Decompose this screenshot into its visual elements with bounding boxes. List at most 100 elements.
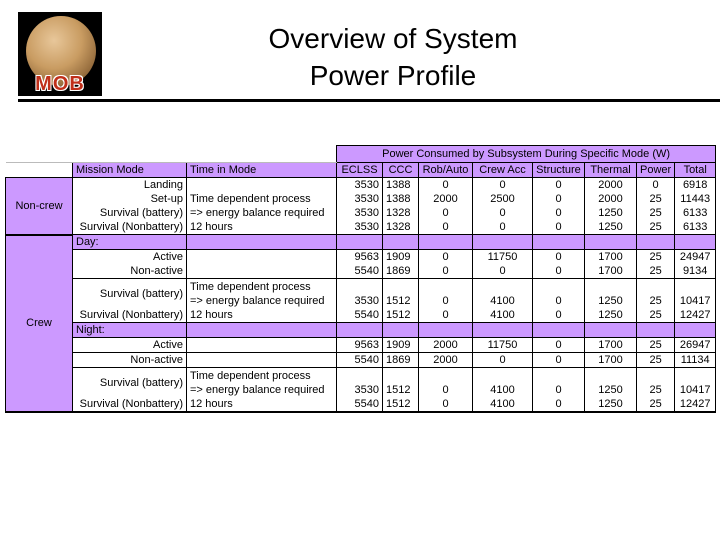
value-thermal: 1700: [584, 249, 637, 264]
value-total: 6133: [674, 206, 717, 220]
column-header: Power: [635, 162, 676, 178]
value-crewacc: 4100: [472, 367, 533, 397]
mission-mode: Survival (Nonbattery): [72, 397, 187, 413]
value-robauto: 0: [418, 278, 473, 308]
mission-mode: Landing: [72, 177, 187, 192]
blank-cell: [418, 322, 473, 338]
value-robauto: 0: [418, 177, 473, 192]
time-in-mode: 12 hours: [186, 220, 337, 235]
value-power: 25: [635, 206, 676, 220]
logo-text: MOB: [35, 73, 85, 95]
blank-cell: [635, 234, 676, 250]
value-robauto: 0: [418, 264, 473, 279]
column-header: Mission Mode: [72, 162, 187, 178]
night-section-label: Night:: [72, 322, 187, 338]
value-ccc: 1909: [382, 337, 419, 353]
blank-cell: [418, 234, 473, 250]
value-thermal: 1250: [584, 397, 637, 413]
column-header: Total: [674, 162, 717, 178]
value-power: 25: [635, 308, 676, 323]
value-total: 9134: [674, 264, 717, 279]
blank-cell: [472, 322, 533, 338]
time-in-mode: 12 hours: [186, 397, 337, 413]
table-row: Set-up Time dependent process 3530 1388 2000…: [6, 192, 717, 206]
value-crewacc: 0: [472, 206, 533, 220]
value-ccc: 1328: [382, 206, 419, 220]
table-row: Survival (Nonbattery) 12 hours 3530 1328 0 0 0…: [6, 220, 717, 235]
mission-mode: Survival (Nonbattery): [72, 308, 187, 323]
blank-cell: [186, 145, 337, 163]
value-eclss: 5540: [336, 352, 383, 368]
title-divider: [18, 99, 720, 102]
table-row: Non-active 5540 1869 0 0 0 1700 25 9134: [6, 264, 717, 279]
value-structure: 0: [532, 397, 585, 413]
time-line-2: => energy balance required: [190, 383, 325, 396]
value-crewacc: 11750: [472, 249, 533, 264]
blank-cell: [5, 145, 73, 163]
table-row: Survival (Nonbattery) 12 hours 5540 1512 0 41…: [6, 308, 717, 323]
value-robauto: 0: [418, 220, 473, 235]
table-row: Survival (Nonbattery) 12 hours 5540 1512 0 41…: [6, 397, 717, 413]
blank-cell: [674, 322, 717, 338]
value-crewacc: 0: [472, 352, 533, 368]
table-row: Non-active 5540 1869 2000 0 0 1700 25 11134: [6, 352, 717, 368]
blank-cell: [336, 322, 383, 338]
blank-cell: [336, 234, 383, 250]
value-power: 25: [635, 249, 676, 264]
value-thermal: 1700: [584, 352, 637, 368]
table-row: Non-crew Landing 3530 1388 0 0 0 2000 0 6918: [5, 177, 717, 236]
value-power: 0: [635, 177, 676, 192]
time-in-mode: Time dependent process => energy balance …: [186, 367, 337, 397]
super-header: Power Consumed by Subsystem During Speci…: [335, 145, 717, 163]
mission-mode: Non-active: [72, 264, 187, 279]
value-robauto: 0: [418, 206, 473, 220]
value-ccc: 1512: [382, 278, 419, 308]
day-section-label: Day:: [72, 234, 187, 250]
column-header: ECLSS: [336, 162, 383, 178]
time-in-mode: [186, 352, 337, 368]
slide-title: Overview of System Power Profile: [150, 20, 636, 94]
blank-cell: [72, 145, 187, 163]
value-thermal: 1250: [584, 367, 637, 397]
blank-cell: [186, 322, 337, 338]
value-eclss: 3530: [336, 206, 383, 220]
night-section: Night:: [6, 322, 717, 338]
value-thermal: 1250: [584, 206, 637, 220]
value-ccc: 1512: [382, 308, 419, 323]
value-total: 10417: [674, 367, 717, 397]
power-profile-table: Power Consumed by Subsystem During Speci…: [5, 145, 717, 413]
value-crewacc: 4100: [472, 397, 533, 413]
table-row: Survival (battery) => energy balance requ…: [6, 206, 717, 220]
time-in-mode: [186, 249, 337, 264]
value-ccc: 1388: [382, 192, 419, 206]
time-in-mode: [186, 337, 337, 353]
blank-cell: [532, 322, 585, 338]
column-header: Thermal: [584, 162, 637, 178]
column-header: Time in Mode: [186, 162, 337, 178]
value-robauto: 0: [418, 308, 473, 323]
value-thermal: 1250: [584, 278, 637, 308]
value-total: 26947: [674, 337, 717, 353]
blank-cell: [382, 322, 419, 338]
blank-cell: [472, 234, 533, 250]
value-ccc: 1512: [382, 367, 419, 397]
mission-mode: Active: [72, 249, 187, 264]
mission-mode: Non-active: [72, 352, 187, 368]
mars-planet-image: [26, 16, 96, 86]
column-header: Structure: [532, 162, 585, 178]
value-power: 25: [635, 337, 676, 353]
value-crewacc: 11750: [472, 337, 533, 353]
blank-cell: [674, 234, 717, 250]
column-header: CCC: [382, 162, 419, 178]
title-line-1: Overview of System: [268, 23, 518, 54]
value-ccc: 1869: [382, 352, 419, 368]
value-robauto: 0: [418, 367, 473, 397]
value-crewacc: 0: [472, 220, 533, 235]
value-ccc: 1909: [382, 249, 419, 264]
mob-logo: MOB: [18, 12, 102, 96]
value-eclss: 3530: [336, 278, 383, 308]
mission-mode: Active: [72, 337, 187, 353]
time-in-mode: [186, 177, 337, 192]
value-total: 10417: [674, 278, 717, 308]
value-structure: 0: [532, 367, 585, 397]
